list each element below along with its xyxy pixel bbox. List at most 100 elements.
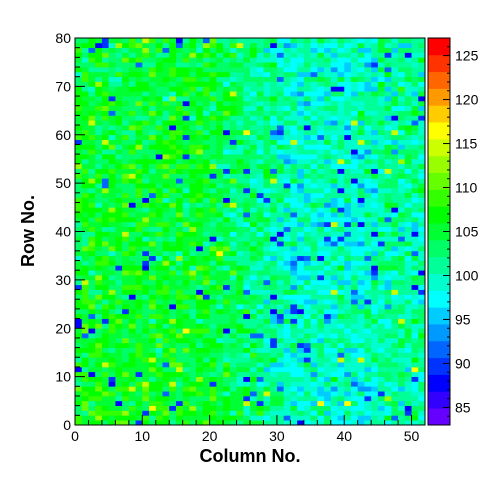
heatmap-cell <box>270 144 278 150</box>
heatmap-cell <box>276 144 284 150</box>
heatmap-cell <box>250 226 258 232</box>
heatmap-cell <box>115 71 123 78</box>
heatmap-cell <box>75 231 83 237</box>
heatmap-cell <box>142 391 150 397</box>
heatmap-cell <box>81 250 89 257</box>
heatmap-cell <box>95 67 103 73</box>
heatmap-cell <box>155 255 163 261</box>
heatmap-cell <box>270 236 278 242</box>
heatmap-cell <box>101 71 109 78</box>
heatmap-cell <box>142 352 150 358</box>
heatmap-cell <box>330 294 338 300</box>
heatmap-cell <box>364 115 372 121</box>
heatmap-cell <box>155 405 163 411</box>
heatmap-cell <box>330 163 338 169</box>
heatmap-cell <box>202 81 210 87</box>
heatmap-cell <box>391 91 399 97</box>
heatmap-cell <box>344 187 352 194</box>
heatmap-cell <box>209 260 217 266</box>
heatmap-cell <box>330 47 338 53</box>
heatmap-cell <box>384 197 392 203</box>
heatmap-cell <box>250 158 258 165</box>
heatmap-cell <box>256 91 264 97</box>
heatmap-cell <box>243 270 251 276</box>
heatmap-cell <box>81 105 89 111</box>
heatmap-cell <box>303 173 311 179</box>
heatmap-cell <box>357 129 365 136</box>
heatmap-cell <box>128 318 136 324</box>
heatmap-cell <box>101 400 109 406</box>
heatmap-cell <box>283 250 291 257</box>
heatmap-cell <box>182 125 190 131</box>
heatmap-cell <box>364 62 372 68</box>
heatmap-cell <box>337 202 345 208</box>
heatmap-cell <box>297 400 305 406</box>
heatmap-cell <box>95 76 103 82</box>
heatmap-cell <box>276 255 284 261</box>
heatmap-cell <box>229 197 237 203</box>
heatmap-cell <box>371 347 379 353</box>
heatmap-cell <box>377 241 385 247</box>
heatmap-cell <box>236 270 244 276</box>
heatmap-cell <box>250 187 258 194</box>
heatmap-cell <box>270 178 278 184</box>
heatmap-cell <box>209 304 217 310</box>
heatmap-cell <box>330 125 338 131</box>
colorbar-segment <box>428 155 450 174</box>
heatmap-cell <box>404 284 412 290</box>
heatmap-cell <box>182 362 190 368</box>
heatmap-cell <box>135 333 143 339</box>
heatmap-cell <box>317 62 325 68</box>
heatmap-cell <box>142 304 150 310</box>
heatmap-cell <box>209 158 217 165</box>
heatmap-cell <box>256 226 264 232</box>
heatmap-cell <box>162 381 170 387</box>
heatmap-cell <box>324 47 332 53</box>
heatmap-cell <box>101 163 109 169</box>
heatmap-cell <box>189 328 197 334</box>
heatmap-cell <box>350 352 359 358</box>
heatmap-cell <box>108 110 116 116</box>
heatmap-cell <box>330 405 338 411</box>
heatmap-cell <box>149 366 157 373</box>
heatmap-cell <box>169 294 177 300</box>
heatmap-cell <box>216 105 224 111</box>
heatmap-cell <box>142 342 150 348</box>
heatmap-cell <box>122 173 130 179</box>
heatmap-cell <box>256 96 264 102</box>
heatmap-cell <box>182 163 190 169</box>
heatmap-cell <box>155 231 163 237</box>
heatmap-cell <box>175 96 184 102</box>
heatmap-cell <box>418 241 426 247</box>
heatmap-cell <box>371 216 379 223</box>
heatmap-cell <box>162 67 170 73</box>
heatmap-cell <box>175 294 184 300</box>
heatmap-cell <box>297 304 305 310</box>
heatmap-cell <box>411 173 419 179</box>
heatmap-cell <box>236 284 244 290</box>
heatmap-cell <box>155 420 163 426</box>
heatmap-cell <box>276 395 284 402</box>
heatmap-cell <box>81 231 89 237</box>
heatmap-cell <box>202 52 210 58</box>
heatmap-cell <box>101 352 109 358</box>
heatmap-cell <box>162 110 170 116</box>
heatmap-cell <box>418 173 426 179</box>
heatmap-cell <box>149 279 157 286</box>
heatmap-cell <box>404 318 412 324</box>
heatmap-cell <box>357 250 365 257</box>
heatmap-cell <box>371 260 379 266</box>
heatmap-cell <box>317 125 325 131</box>
heatmap-cell <box>169 260 177 266</box>
heatmap-cell <box>128 139 136 145</box>
heatmap-cell <box>122 163 130 169</box>
heatmap-cell <box>297 231 305 237</box>
heatmap-cell <box>357 158 365 165</box>
heatmap-cell <box>283 260 291 266</box>
heatmap-cell <box>250 420 258 426</box>
heatmap-cell <box>95 115 103 121</box>
heatmap-cell <box>128 304 136 310</box>
heatmap-cell <box>384 313 392 319</box>
heatmap-cell <box>418 183 426 189</box>
heatmap-cell <box>297 313 305 319</box>
